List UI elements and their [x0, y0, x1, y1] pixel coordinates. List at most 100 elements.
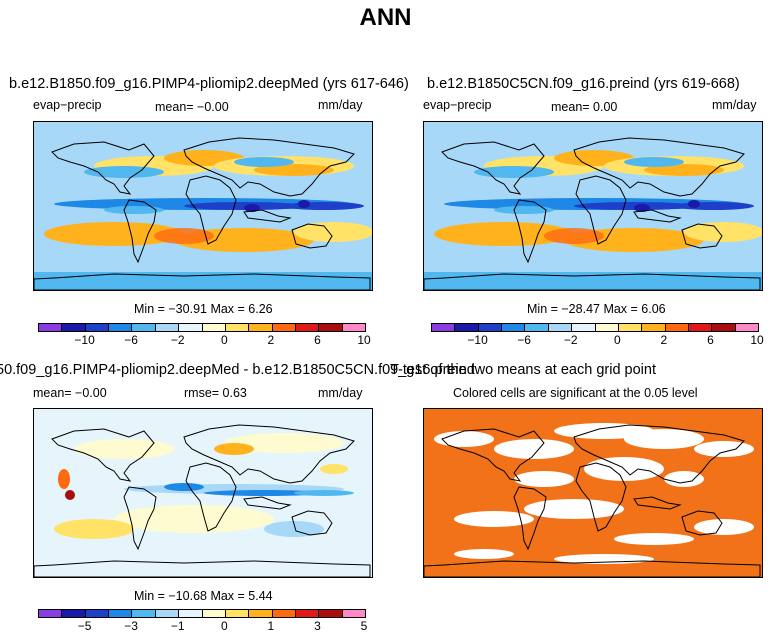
field-background [34, 122, 372, 134]
colorbar-tick-label: −5 [77, 619, 92, 633]
field-cell [224, 433, 344, 453]
colorbar-tick-label: 0 [220, 619, 228, 633]
colorbar-tick-label: 1 [267, 619, 275, 633]
colorbar-swatch [455, 324, 479, 331]
field-cell [494, 439, 574, 459]
colorbar-swatch [202, 610, 226, 617]
colorbar-swatch [85, 324, 110, 331]
colorbar-tick-label: −10 [467, 333, 488, 347]
coastline [291, 223, 333, 249]
colorbar-swatch [572, 324, 596, 331]
colorbar-swatch [295, 610, 320, 617]
colorbar-swatch [548, 324, 573, 331]
colorbar-swatch [712, 324, 736, 331]
field-cell [688, 200, 700, 208]
field-cell [434, 431, 494, 447]
colorbar-swatch [618, 324, 643, 331]
coastline [185, 462, 237, 532]
colorbar-swatch [688, 324, 713, 331]
field-background [424, 122, 762, 134]
colorbar-swatch [109, 324, 133, 331]
field-cell [684, 222, 762, 242]
mean-label: mean= −0.00 [33, 386, 107, 400]
field-cell [624, 429, 704, 449]
field-cell [65, 490, 75, 500]
colorbar-swatch [665, 324, 689, 331]
min-max-stats: Min = −30.91 Max = 6.26 [134, 302, 273, 316]
colorbar-swatch [319, 610, 343, 617]
coastline [183, 424, 355, 484]
colorbar-swatch [155, 324, 180, 331]
field-cell [320, 464, 348, 474]
colorbar-swatch [502, 324, 526, 331]
field-cell [84, 166, 164, 178]
field-cell [574, 202, 694, 210]
map-difference [33, 408, 373, 578]
field-cell [184, 202, 304, 210]
colorbar-tick-label: 10 [750, 333, 764, 347]
variable-label: evap−precip [33, 98, 102, 112]
coastline [34, 273, 371, 290]
colorbar-tick-label: 3 [314, 619, 321, 633]
field-cell [454, 549, 514, 559]
colorbar-swatch [342, 324, 366, 331]
colorbar [38, 323, 366, 332]
field-cell [664, 471, 704, 487]
field-cell [284, 202, 364, 210]
field-cell [494, 206, 554, 214]
colorbar-swatch [478, 324, 503, 331]
colorbar-tick-label: 6 [707, 333, 714, 347]
colorbar-swatch [595, 324, 619, 331]
coastline [123, 486, 157, 551]
coastline [441, 428, 545, 482]
map-svg [34, 122, 372, 290]
colorbar-swatch [295, 324, 320, 331]
colorbar-swatch [249, 324, 273, 331]
field-cell [244, 204, 260, 212]
coastline [424, 560, 761, 577]
coastline [243, 496, 292, 510]
map-svg [34, 409, 372, 577]
min-max-stats: Min = −28.47 Max = 6.06 [527, 302, 666, 316]
colorbar-swatch [319, 324, 343, 331]
coastline [513, 199, 547, 264]
field-cell [114, 505, 274, 533]
coastline [185, 175, 237, 245]
variable-label: evap−precip [423, 98, 492, 112]
colorbar-tick-label: −1 [170, 619, 185, 633]
mean-label: mean= −0.00 [155, 100, 229, 114]
colorbar-tick-label: 10 [357, 333, 371, 347]
field-cell [694, 441, 754, 457]
coastline [513, 486, 547, 551]
colorbar-swatch [85, 610, 110, 617]
colorbar-swatch [272, 610, 296, 617]
colorbar-swatch [179, 610, 203, 617]
colorbar-tick-label: −6 [124, 333, 138, 347]
figure-title: ANN [359, 4, 412, 31]
colorbar-swatch [132, 324, 156, 331]
units-label: mm/day [712, 98, 757, 112]
field-cell [434, 222, 574, 246]
significance-label: Colored cells are significant at the 0.0… [453, 386, 698, 400]
panel-title: T-test of the two means at each grid poi… [390, 362, 656, 378]
colorbar-swatch [202, 324, 226, 331]
coastline [424, 273, 761, 290]
field-cell [294, 490, 354, 496]
coastline [123, 199, 157, 264]
colorbar-swatch [62, 610, 86, 617]
field-cell [254, 164, 334, 176]
coastline [681, 223, 723, 249]
field-cell [634, 204, 650, 212]
field-cell [154, 228, 214, 244]
field-cell [58, 469, 70, 489]
colorbar [38, 609, 366, 618]
field-cell [298, 200, 310, 208]
field-cell [264, 521, 324, 537]
coastline [681, 510, 723, 536]
field-cell [544, 228, 604, 244]
mean-label: mean= 0.00 [551, 100, 618, 114]
colorbar-tick-label: −6 [517, 333, 531, 347]
coastline [51, 428, 155, 482]
field-cell [104, 206, 164, 214]
colorbar-tick-label: −10 [74, 333, 95, 347]
